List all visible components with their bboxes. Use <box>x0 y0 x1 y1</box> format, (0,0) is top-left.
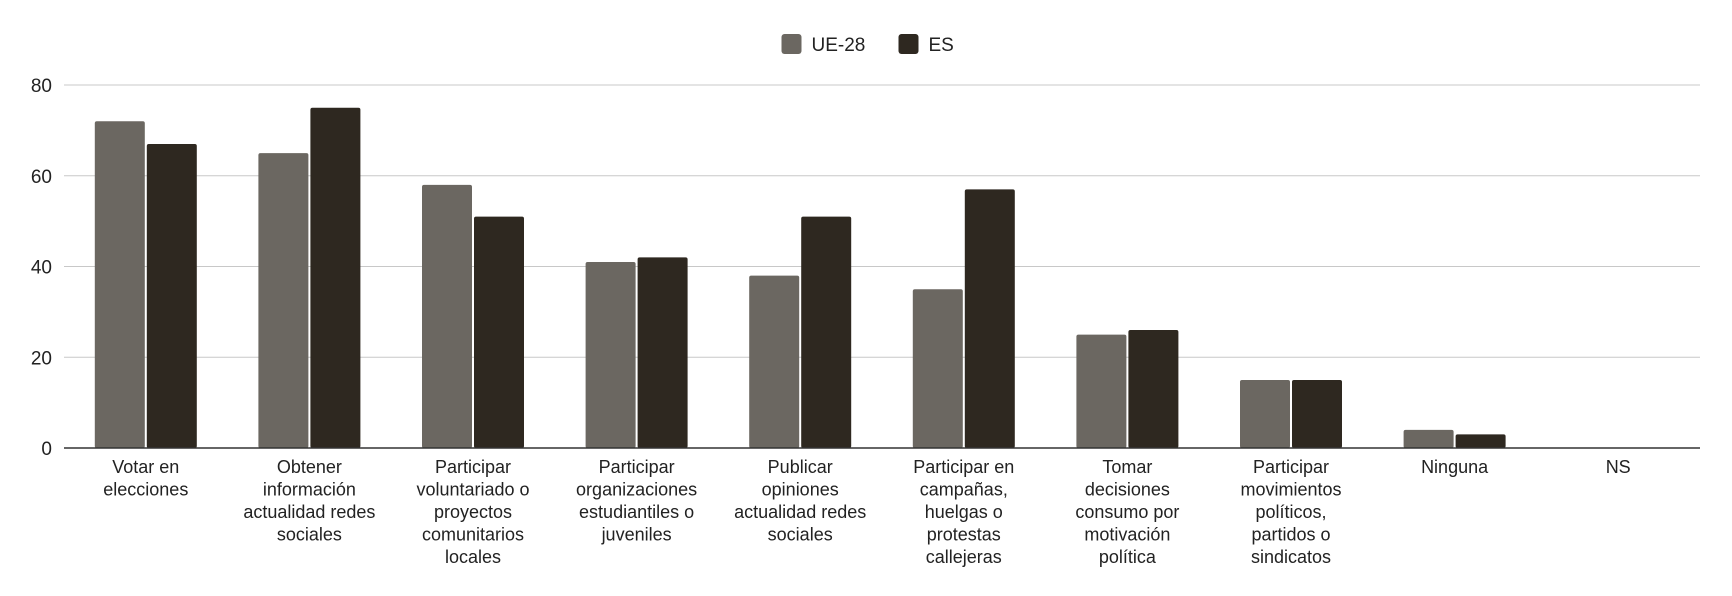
category-label-0: Votar en elecciones <box>103 457 188 500</box>
bar-es-8 <box>1455 434 1506 448</box>
bar-es-0 <box>146 143 197 449</box>
category-label-7: Participar movimientos políticos, partidos … <box>1240 457 1341 567</box>
bar-es-1 <box>310 107 361 448</box>
y-tick-label-20: 20 <box>31 348 52 369</box>
y-tick-label-0: 0 <box>41 439 52 460</box>
bar-es-6 <box>1128 330 1179 448</box>
bar-es-3 <box>637 257 688 448</box>
legend-label-ue-28: UE-28 <box>812 35 866 56</box>
gridlines <box>64 84 1700 358</box>
bar-ue-28-4 <box>749 275 800 448</box>
legend: UE-28 ES <box>781 34 954 56</box>
category-label-6: Tomar decisiones consumo por motivación polí… <box>1075 457 1179 567</box>
bar-ue-28-3 <box>585 261 636 448</box>
category-label-2: Participar voluntariado o proyectos comunit… <box>416 457 529 567</box>
category-label-4: Publicar opiniones actualidad redes sociale… <box>734 457 866 545</box>
axes: 0 20 40 60 80 <box>31 76 1700 460</box>
bar-ue-28-5 <box>912 289 963 448</box>
y-tick-label-60: 60 <box>31 167 52 188</box>
bar-es-5 <box>964 189 1015 449</box>
category-label-1: Obtener información actualidad redes social… <box>243 457 375 545</box>
category-labels: Votar en elecciones Obtener información actu… <box>103 457 1630 567</box>
bar-es-2 <box>474 216 524 448</box>
category-label-9: NS <box>1606 457 1631 477</box>
category-label-8: Ninguna <box>1421 457 1489 477</box>
bar-es-7 <box>1292 379 1342 448</box>
bar-ue-28-7 <box>1240 379 1290 448</box>
bars <box>94 107 1506 449</box>
legend-label-es: ES <box>929 35 954 56</box>
legend-swatch-ue-28 <box>781 34 802 54</box>
legend-swatch-es <box>898 34 919 54</box>
bar-es-4 <box>801 216 852 448</box>
y-tick-label-40: 40 <box>31 258 52 279</box>
bar-ue-28-6 <box>1076 334 1127 448</box>
bar-ue-28-2 <box>422 184 472 448</box>
bar-ue-28-8 <box>1403 429 1454 448</box>
category-label-5: Participar en campañas, huelgas o protestas… <box>913 457 1014 567</box>
bar-ue-28-1 <box>258 153 309 448</box>
bar-ue-28-0 <box>94 121 145 449</box>
y-tick-label-80: 80 <box>31 76 52 97</box>
